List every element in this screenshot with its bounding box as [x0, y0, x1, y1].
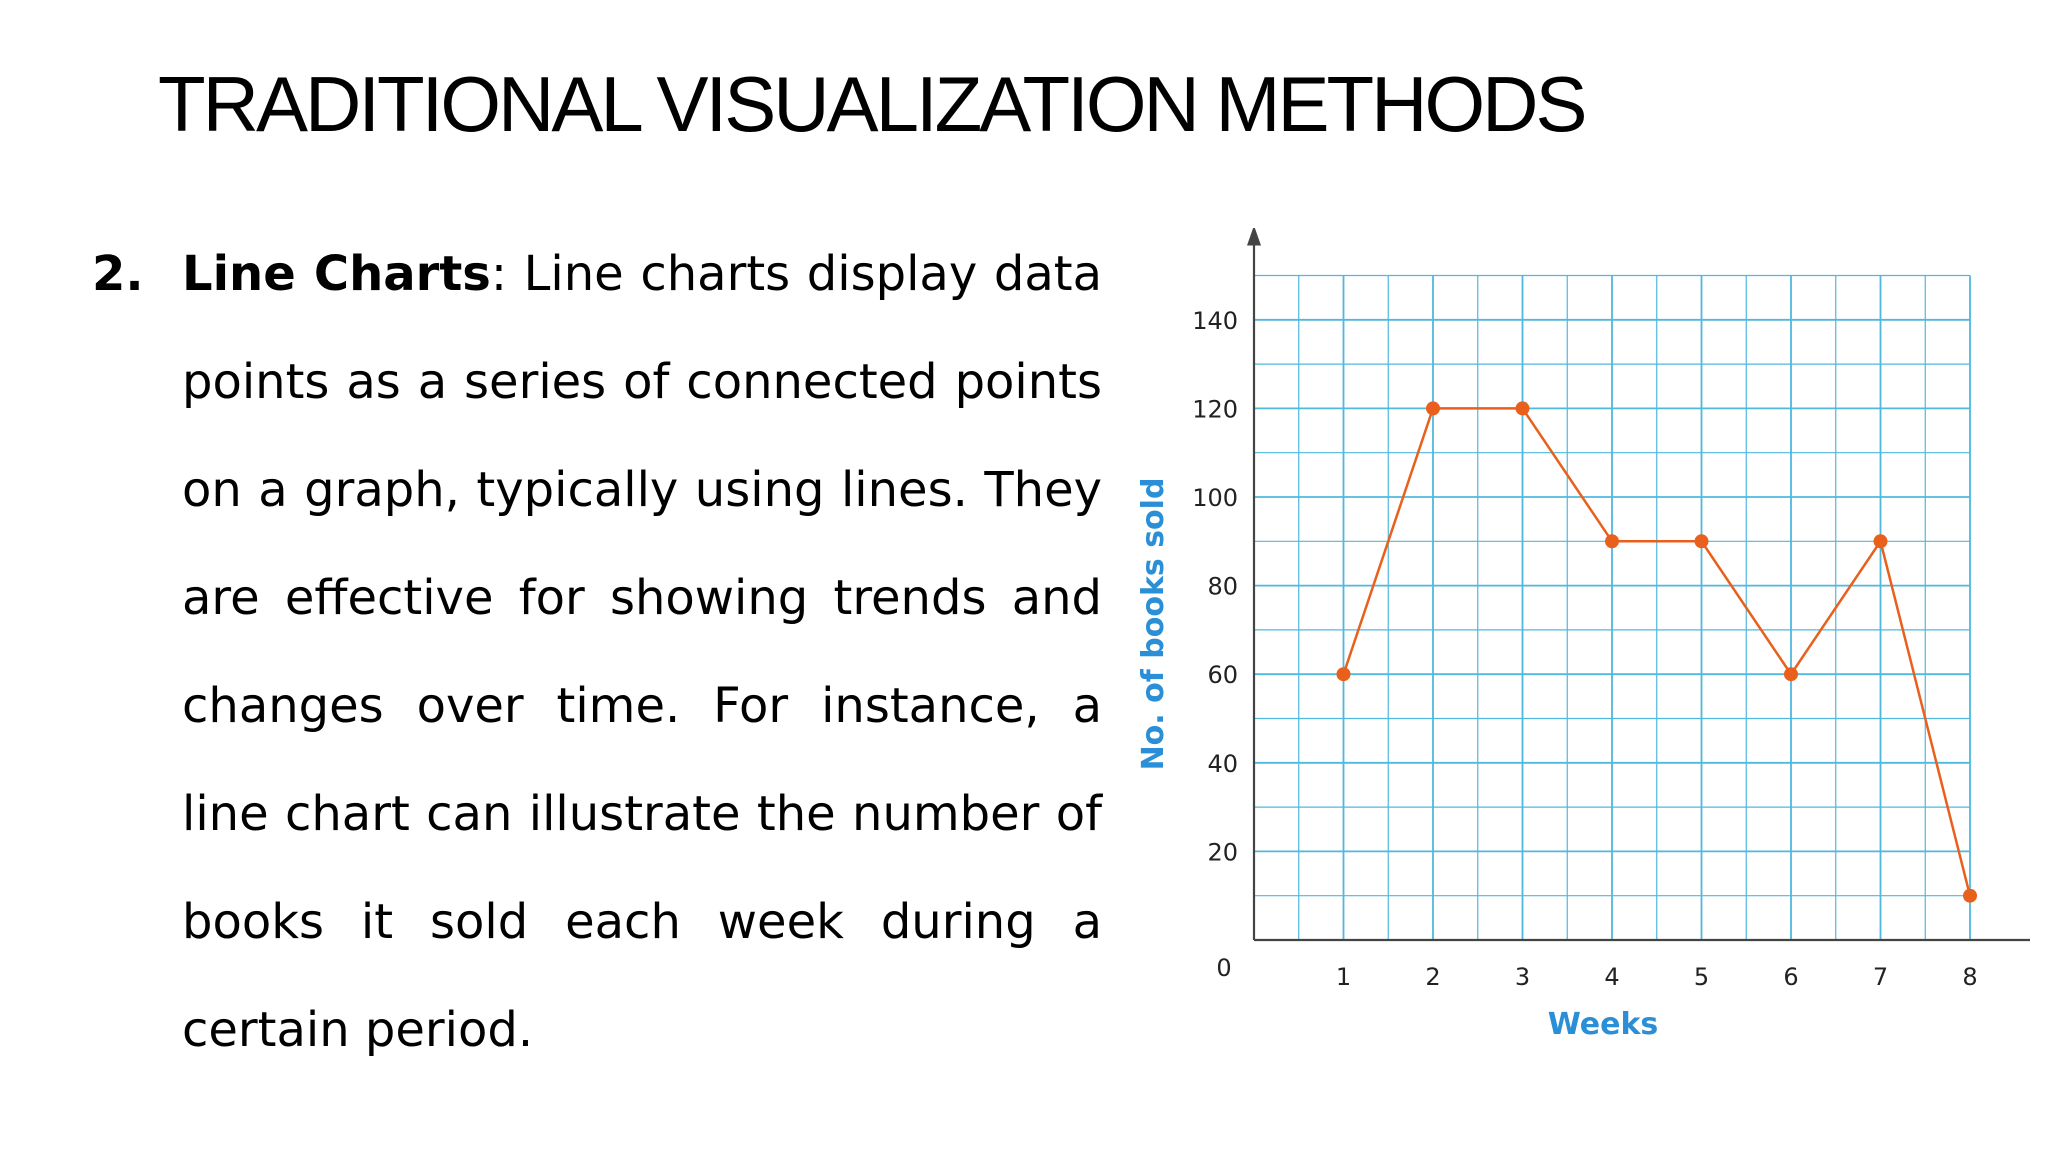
- item-text: Line charts display data points as a ser…: [182, 246, 1103, 1058]
- data-point: [1873, 534, 1888, 549]
- y-tick-label: 60: [1207, 661, 1238, 689]
- y-axis-arrow-icon: [1247, 228, 1261, 246]
- y-tick-label: 80: [1207, 573, 1238, 601]
- y-tick-label: 20: [1207, 838, 1238, 866]
- slide-title: TRADITIONAL VISUALIZATION METHODS: [158, 60, 1587, 148]
- chart-grid: [1254, 274, 1971, 940]
- x-tick-label: 2: [1425, 963, 1440, 991]
- item-paragraph: Line Charts: Line charts display data po…: [182, 220, 1102, 1084]
- data-point: [1336, 667, 1351, 682]
- y-tick-label: 100: [1192, 484, 1238, 512]
- x-tick-label: 3: [1515, 963, 1530, 991]
- y-tick-label: 40: [1207, 750, 1238, 778]
- data-points: [1336, 401, 1977, 903]
- x-tick-label: 7: [1873, 963, 1888, 991]
- x-tick-label: 6: [1783, 963, 1798, 991]
- y-axis-label: No. of books sold: [1136, 478, 1171, 771]
- x-axis-label: Weeks: [1548, 1007, 1659, 1042]
- data-point: [1963, 888, 1977, 903]
- data-point: [1515, 401, 1530, 416]
- data-point: [1426, 401, 1440, 416]
- series-line: [1342, 407, 1972, 897]
- y-tick-label: 120: [1192, 395, 1238, 423]
- item-number: 2.: [92, 246, 144, 302]
- item-separator: :: [490, 246, 508, 302]
- data-point: [1784, 667, 1798, 682]
- y-tick-label: 140: [1192, 307, 1238, 335]
- x-tick-label: 1: [1336, 963, 1351, 991]
- x-tick-label: 8: [1962, 963, 1977, 991]
- data-point: [1605, 534, 1619, 549]
- data-point: [1694, 534, 1709, 549]
- origin-label: 0: [1216, 954, 1231, 982]
- x-tick-label: 4: [1604, 963, 1619, 991]
- item-term: Line Charts: [182, 246, 491, 302]
- x-tick-label: 5: [1694, 963, 1709, 991]
- chart-axes: [1247, 228, 2030, 942]
